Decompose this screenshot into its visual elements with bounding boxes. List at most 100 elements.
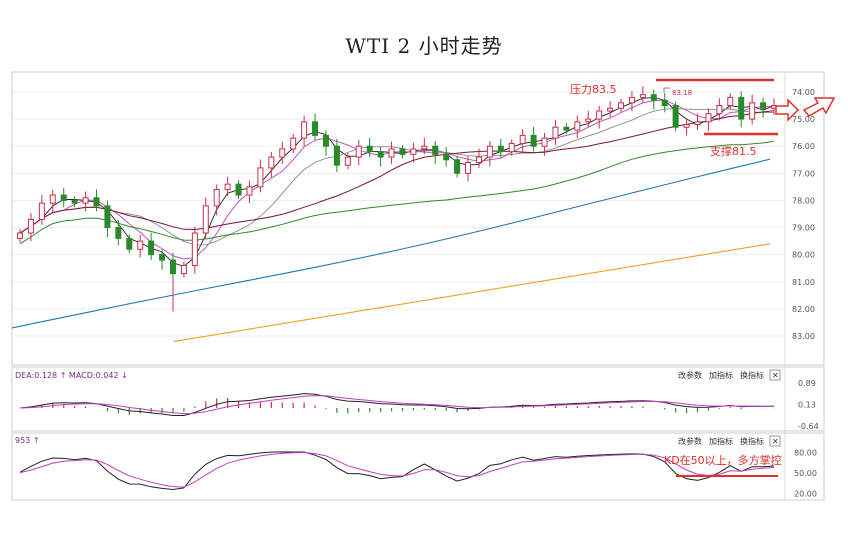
candle-body [213,189,220,207]
main-panel-frame [11,71,825,366]
support-label: 支撑81.5 [710,144,757,158]
main-grid [14,91,785,337]
y-tick-label: 76.00 [792,142,815,151]
candle-body [93,197,100,207]
candle-body [618,102,625,109]
candle-body [454,159,461,174]
candle-body [694,121,701,126]
candle-body [683,124,690,128]
candle-body [180,265,187,275]
candle-body [552,126,559,139]
candle-body [486,145,493,158]
macd-toolbar: 改参数 加指标 换指标 [678,370,764,380]
y-tick-label: 83.00 [792,332,815,341]
macd-lines [19,393,775,416]
candle-body [290,137,297,150]
moving-average-lines [11,96,775,342]
high-marker: 83.18 [672,89,692,97]
candle-body [126,237,133,250]
candle-body [38,202,45,220]
candle-body [322,134,329,147]
candle-body [497,145,504,153]
candle-body [71,199,78,204]
dif-line [19,393,775,416]
candle-body [596,110,603,120]
candle-body [224,183,231,191]
macd-close-icon: ✕ [772,371,779,380]
candle-body [716,105,723,115]
macd-close-button[interactable] [769,369,781,381]
macd-panel-frame [11,366,825,432]
candle-body [432,145,439,155]
candle-body [148,240,155,256]
y-tick-label: 77.00 [792,169,815,178]
y-tick-label: 82.00 [792,305,815,314]
candle-body [563,126,570,131]
ma-40-line [19,140,775,245]
toolbar-button[interactable]: 加指标 [709,370,733,380]
ma-5-line [19,99,774,260]
kd-close-icon: ✕ [772,437,779,446]
candle-body [530,134,537,147]
y-tick-label: 80.00 [792,251,815,260]
macd-y-tick: 0.13 [798,400,816,409]
macd-y-tick: -0.64 [798,422,819,431]
candle-body [202,205,209,234]
candle-body [421,145,428,150]
toolbar-button[interactable]: 加指标 [709,436,733,446]
candle-body [410,148,417,155]
candle-body [366,145,373,153]
candle-body [49,194,56,204]
candle-body [344,156,351,166]
candle-body [399,148,406,155]
y-tick-label: 78.00 [792,196,815,205]
arrow-right-icon [775,98,800,122]
dea-line [19,395,775,415]
candle-body [705,113,712,123]
candle-body [191,232,198,267]
kd-close-button[interactable] [769,435,781,447]
candle-body [574,121,581,131]
macd-y-tick: 0.89 [798,379,816,388]
candle-body [760,102,767,109]
toolbar-button[interactable]: 改参数 [678,370,702,380]
candle-body [377,151,384,158]
kd-y-tick: 20.00 [794,490,817,499]
y-tick-label: 74.00 [792,88,815,97]
candle-body [475,156,482,163]
candle-body [17,232,23,239]
macd-y-axis: 0.89 0.13 -0.64 [798,379,819,431]
candle-body [104,205,111,229]
kd-indicator-text: 953 ↑ [15,436,40,445]
kd-panel-frame [11,432,825,501]
d-line [19,451,775,488]
candlesticks [17,86,777,312]
candle-body [465,161,472,174]
candle-body [268,156,275,169]
y-tick-label: 75.00 [792,115,815,124]
candle-body [257,167,264,188]
candle-body [235,183,242,196]
ma-blue-line [11,158,771,329]
toolbar-button[interactable]: 改参数 [678,436,702,446]
candle-body [443,153,450,161]
candle-body [639,94,646,98]
y-tick-label: 81.00 [792,278,815,287]
candle-body [115,227,122,239]
candle-body [27,218,34,234]
ma-orange-line [173,243,771,342]
candle-body [585,118,592,123]
candle-body [727,96,734,107]
candle-body [169,259,176,275]
kd-annotation: KD在50以上，多方掌控 [664,453,782,467]
resistance-label: 压力83.5 [570,83,617,96]
ma-20-line [19,110,775,234]
kd-y-tick: 50.00 [794,469,817,478]
toolbar-button[interactable]: 换指标 [740,370,764,380]
toolbar-button[interactable]: 换指标 [740,436,764,446]
candle-body [301,121,308,139]
main-y-axis: 83.00 82.00 81.00 80.00 79.00 78.00 77.00 76.00… [792,88,815,341]
candle-body [672,105,679,128]
candle-body [355,145,362,158]
candle-body [60,194,67,201]
